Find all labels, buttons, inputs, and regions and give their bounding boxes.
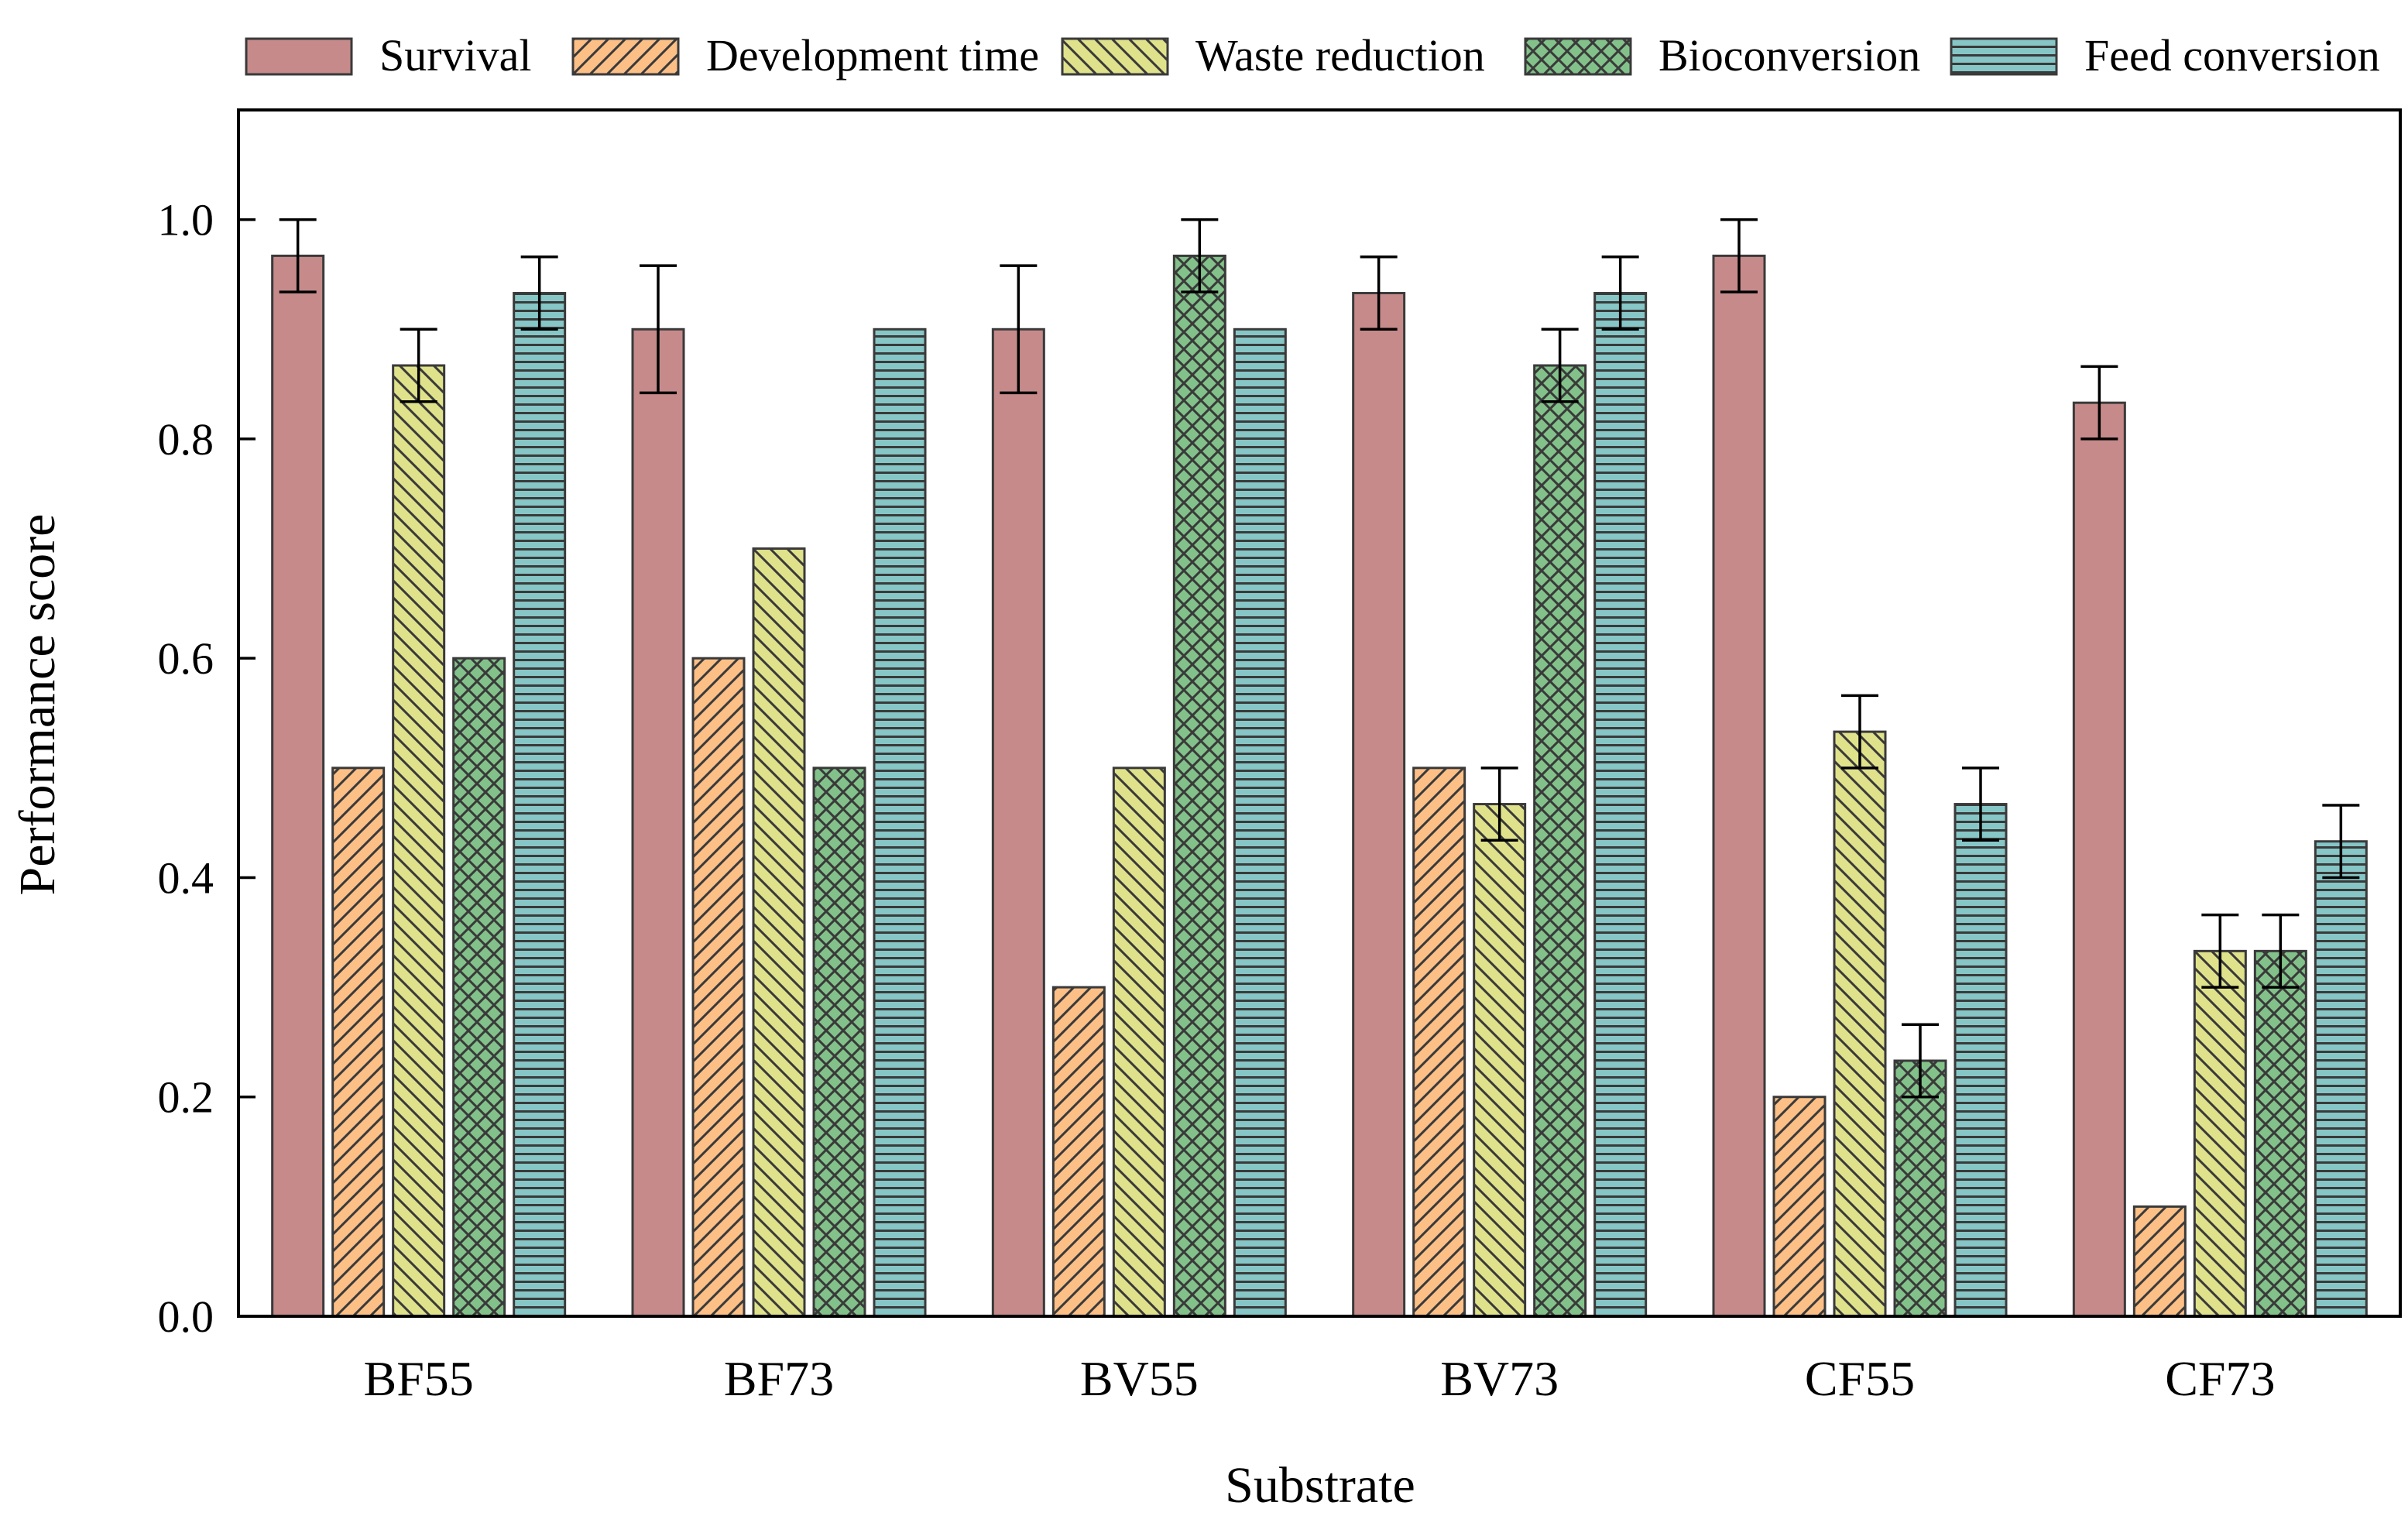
bar-bv55-bioconversion — [1172, 254, 1226, 1318]
y-tick-label: 0.8 — [158, 414, 214, 465]
legend-label: Feed conversion — [2084, 30, 2380, 81]
error-bar-cf73-bioconversion — [2262, 913, 2300, 989]
bar-cf55-survival — [1712, 254, 1766, 1318]
error-bar-cf55-survival — [1720, 218, 1758, 293]
axes-layer: BF55 BF73 BV55 BV73 CF55 CF73 0.0 0.2 0.4 0.6 0.8 1… — [158, 108, 2402, 1406]
error-bar-cf73-survival — [2080, 365, 2118, 441]
bar-bv73-feed-conversion — [1593, 292, 1648, 1318]
error-bars-layer — [279, 218, 2360, 1099]
legend-item-survival: Survival — [245, 30, 532, 81]
x-tick-label: BV55 — [1080, 1351, 1199, 1406]
legend-item-feed-conversion: Feed conversion — [1950, 30, 2380, 81]
legend-item-development-time: Development time — [571, 30, 1039, 81]
error-bar-bf55-survival — [279, 218, 317, 293]
bar-bf55-development-time — [331, 767, 386, 1318]
error-bar-bv73-survival — [1360, 256, 1398, 331]
error-bar-bv55-survival — [1000, 264, 1038, 395]
bar-bv73-development-time — [1412, 767, 1466, 1318]
y-tick-label: 0.4 — [158, 852, 214, 903]
bar-cf73-survival — [2072, 401, 2126, 1318]
y-tick-label: 0.6 — [158, 633, 214, 684]
bar-bv55-development-time — [1051, 986, 1106, 1318]
bar-bv73-survival — [1352, 292, 1406, 1318]
x-tick-label: CF55 — [1805, 1351, 1915, 1406]
bar-cf73-waste-reduction — [2193, 949, 2247, 1318]
error-bar-cf55-feed-conversion — [1962, 767, 1999, 842]
bar-bv73-bioconversion — [1533, 364, 1587, 1318]
error-bar-cf73-feed-conversion — [2322, 804, 2360, 880]
x-tick-label: CF73 — [2165, 1351, 2275, 1406]
legend-swatch — [1950, 37, 2058, 76]
error-bar-cf55-waste-reduction — [1841, 694, 1878, 770]
legend-swatch — [245, 37, 353, 76]
error-bar-bv73-feed-conversion — [1601, 256, 1639, 331]
bar-cf55-waste-reduction — [1833, 730, 1887, 1318]
legend-label: Development time — [706, 30, 1039, 81]
bars-layer — [271, 254, 2368, 1318]
x-tick-label: BV73 — [1440, 1351, 1559, 1406]
bar-bf55-feed-conversion — [513, 292, 567, 1318]
legend-label: Bioconversion — [1659, 30, 1920, 81]
bar-cf55-feed-conversion — [1953, 803, 2008, 1318]
bar-bf55-bioconversion — [452, 657, 506, 1318]
bar-cf73-feed-conversion — [2314, 840, 2368, 1318]
x-axis-title: Substrate — [1225, 1457, 1415, 1514]
bar-bf73-survival — [631, 328, 685, 1318]
error-bar-bf73-survival — [640, 264, 677, 395]
bar-cf73-bioconversion — [2253, 949, 2307, 1318]
bar-bf73-feed-conversion — [873, 328, 927, 1318]
error-bar-bf55-feed-conversion — [520, 256, 558, 331]
error-bar-bv55-bioconversion — [1181, 218, 1219, 293]
bar-bf73-development-time — [691, 657, 746, 1318]
plot-frame — [237, 108, 2402, 1318]
error-bar-bf55-waste-reduction — [400, 328, 437, 403]
x-tick-label: BF73 — [724, 1351, 834, 1406]
error-bar-cf55-bioconversion — [1902, 1023, 1939, 1099]
legend-item-bioconversion: Bioconversion — [1524, 30, 1920, 81]
legend: Survival Development time Waste reduction B… — [245, 30, 2380, 81]
error-bar-bv73-bioconversion — [1541, 328, 1579, 403]
y-tick-label: 0.0 — [158, 1291, 214, 1342]
bar-bv55-feed-conversion — [1233, 328, 1287, 1318]
bar-bf73-bioconversion — [812, 767, 866, 1318]
bar-bv73-waste-reduction — [1473, 803, 1527, 1318]
bar-bf55-waste-reduction — [392, 364, 446, 1318]
legend-item-waste-reduction: Waste reduction — [1061, 30, 1485, 81]
legend-label: Waste reduction — [1195, 30, 1485, 81]
bar-bv55-survival — [991, 328, 1045, 1318]
bar-bf55-survival — [271, 254, 325, 1318]
legend-swatch — [1061, 37, 1169, 76]
legend-label: Survival — [379, 30, 532, 81]
y-tick-label: 1.0 — [158, 195, 214, 245]
error-bar-cf73-waste-reduction — [2201, 913, 2239, 989]
bar-cf73-development-time — [2132, 1205, 2187, 1318]
legend-swatch — [1524, 37, 1632, 76]
bar-bf73-waste-reduction — [752, 547, 806, 1318]
legend-swatch — [571, 37, 680, 76]
x-tick-label: BF55 — [364, 1351, 474, 1406]
bar-cf55-bioconversion — [1893, 1059, 1947, 1318]
bar-cf55-development-time — [1772, 1096, 1827, 1318]
bar-bv55-waste-reduction — [1112, 767, 1166, 1318]
y-axis-title: Performance score — [9, 514, 66, 896]
y-tick-label: 0.2 — [158, 1072, 214, 1123]
error-bar-bv73-waste-reduction — [1480, 767, 1518, 842]
